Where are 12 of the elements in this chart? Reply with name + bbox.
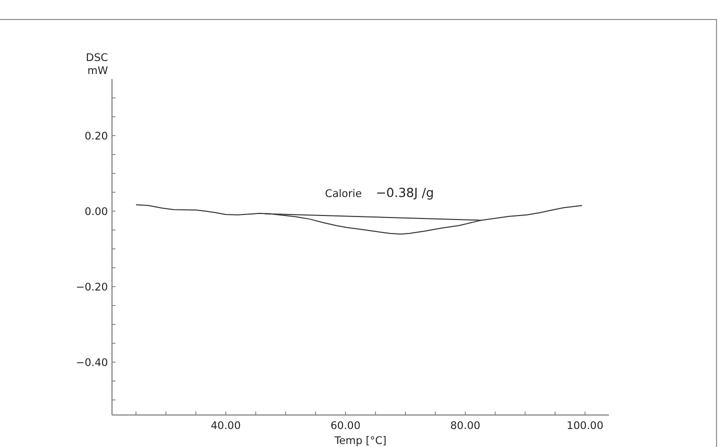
x-tick-label: 60.00: [330, 420, 361, 432]
x-axis-title: Temp [°C]: [333, 435, 388, 447]
y-tick-label: 0.20: [84, 130, 108, 143]
y-tick-label: −0.20: [76, 282, 108, 294]
y-axis-title: DSC mW: [86, 52, 108, 78]
x-tick-label: 100.00: [566, 420, 604, 432]
annotation: Calorie: [325, 188, 362, 200]
y-tick-label: 0.00: [84, 206, 108, 218]
x-tick-label: 40.00: [210, 420, 241, 432]
y-tick-label: −0.40: [76, 357, 108, 370]
annotation: −0.38J /g: [376, 185, 434, 200]
x-tick-label: 80.00: [450, 420, 480, 432]
